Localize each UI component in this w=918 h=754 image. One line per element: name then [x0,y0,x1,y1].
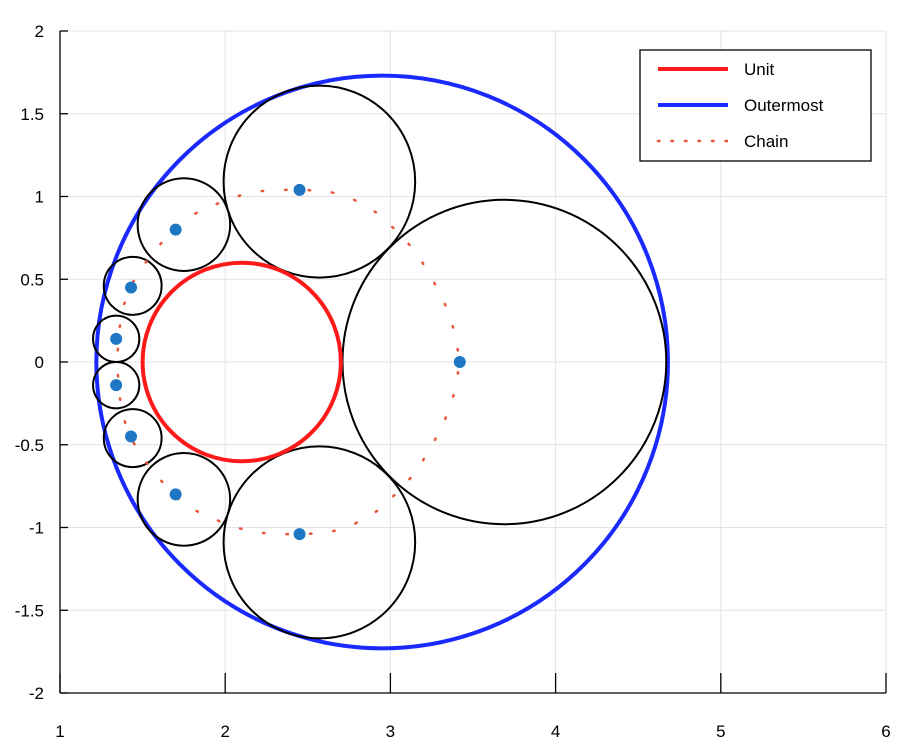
chain-center-point [293,528,306,541]
x-tick-label: 5 [716,722,725,741]
chain-center-point [453,356,466,368]
x-tick-label: 6 [881,722,890,741]
x-tick-label: 1 [55,722,64,741]
axes: -2 -1.5 -1 -0.5 0 0.5 1 1.5 2 1 2 3 4 5 6 [15,22,891,741]
chain-circle [136,177,232,272]
legend-label-outermost: Outermost [744,96,824,115]
chain-circle [102,255,163,316]
legend: Unit Outermost Chain [639,49,872,162]
x-tick-label: 3 [386,722,395,741]
chain-center-point [293,183,306,196]
y-tick-label: 0.5 [20,270,44,289]
unit-circle [140,260,343,464]
y-tick-label: 0 [35,353,44,372]
legend-label-chain: Chain [744,132,788,151]
legend-label-unit: Unit [744,60,775,79]
y-tick-label: -0.5 [15,436,44,455]
chain-center-point [125,281,138,294]
chain-center-point [110,379,123,392]
chain-circle [102,408,163,469]
y-tick-label: -2 [29,684,44,703]
plot-area [92,73,670,651]
x-tick-label: 2 [220,722,229,741]
chain-circle [222,445,417,640]
chain-center-point [169,488,182,501]
y-tick-label: 1.5 [20,105,44,124]
chain-circle [222,84,417,279]
chain-circle [92,361,141,410]
x-tick-label: 4 [551,722,560,741]
chain-center-point [110,332,123,345]
chain-center-point [169,223,182,236]
y-tick-label: 2 [35,22,44,41]
chain-center-point [125,430,138,443]
outermost-circle [94,73,670,651]
y-tick-label: -1 [29,519,44,538]
chain-circle [136,452,232,547]
y-tick-label: 1 [35,188,44,207]
y-tick-label: -1.5 [15,601,44,620]
